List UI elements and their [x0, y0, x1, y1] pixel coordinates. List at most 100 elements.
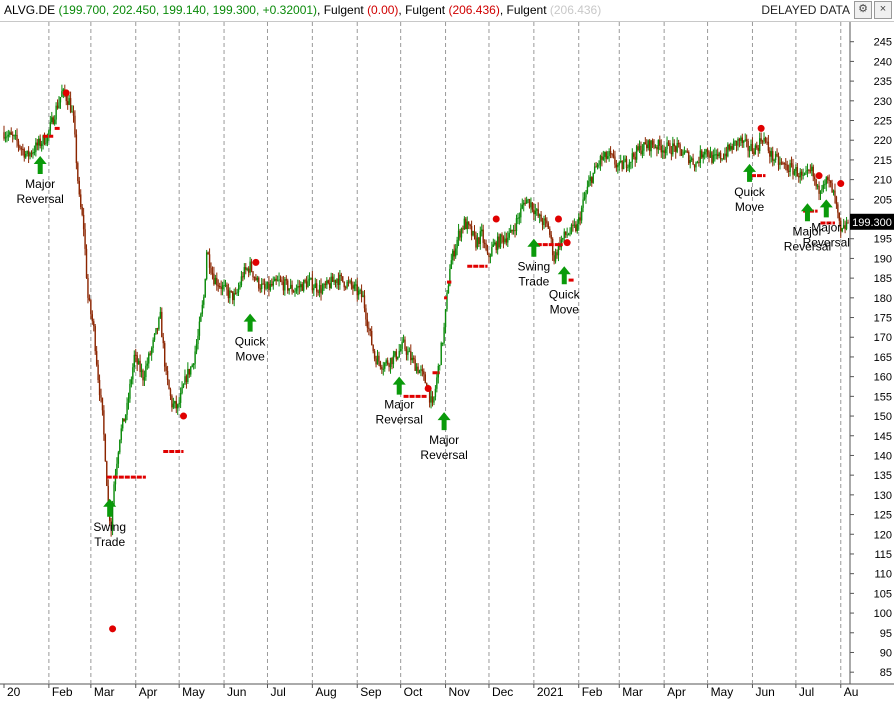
- candle-body: [750, 143, 752, 151]
- candle-body: [745, 139, 748, 141]
- candle-body: [556, 252, 558, 256]
- candle-body: [572, 224, 574, 226]
- month-label: Apr: [667, 685, 686, 699]
- candle-body: [757, 147, 759, 151]
- candle-body: [799, 171, 801, 178]
- candle-body: [631, 153, 633, 162]
- month-label: Jun: [227, 685, 246, 699]
- candle-body: [242, 276, 244, 278]
- candle-body: [509, 229, 512, 233]
- candle-body: [185, 376, 188, 382]
- candle-body: [624, 158, 626, 162]
- candle-body: [74, 115, 76, 135]
- candle-body: [38, 138, 40, 146]
- candle-body: [247, 268, 250, 273]
- candle-body: [399, 348, 402, 351]
- candle-body: [648, 140, 651, 152]
- candle-body: [357, 290, 360, 296]
- candle-body: [126, 402, 128, 415]
- candle-body: [45, 142, 47, 145]
- month-label: Sep: [360, 685, 382, 699]
- candle-body: [740, 137, 742, 141]
- candle-body: [55, 105, 57, 120]
- candle-body: [130, 379, 133, 384]
- candle-body: [177, 404, 179, 409]
- signal-label: Reversal: [803, 235, 850, 249]
- candle-body: [622, 161, 625, 170]
- candle-body: [670, 152, 673, 155]
- candle-body: [104, 434, 107, 462]
- candle-body: [61, 91, 63, 98]
- candle-body: [666, 142, 668, 150]
- candle-body: [638, 145, 641, 151]
- candle-body: [675, 146, 677, 152]
- candle-body: [66, 101, 69, 105]
- month-label: Nov: [449, 685, 470, 699]
- settings-icon[interactable]: ⚙: [854, 1, 872, 19]
- candle-body: [132, 367, 134, 380]
- candle-body: [816, 185, 819, 187]
- candle-body: [81, 206, 83, 215]
- close-icon[interactable]: ×: [874, 1, 892, 19]
- candle-body: [195, 343, 198, 352]
- candle-body: [730, 146, 732, 150]
- candle-body: [372, 344, 374, 352]
- candle-body: [32, 152, 34, 155]
- candle-body: [646, 144, 648, 149]
- candle-body: [53, 119, 56, 125]
- price-tick-label: 115: [874, 549, 892, 561]
- candle-body: [342, 276, 344, 282]
- candle-body: [410, 351, 412, 361]
- price-tick-label: 235: [874, 76, 892, 88]
- candle-body: [22, 148, 24, 150]
- candle-body: [540, 214, 542, 222]
- candle-body: [236, 292, 238, 294]
- candle-body: [103, 410, 105, 435]
- candle-body: [599, 155, 602, 165]
- candle-body: [660, 145, 662, 153]
- candle-body: [65, 95, 67, 102]
- candle-body: [52, 117, 54, 125]
- price-tick-label: 230: [874, 96, 892, 108]
- candle-body: [812, 166, 814, 177]
- candle-body: [401, 341, 403, 349]
- candle-body: [204, 278, 206, 298]
- month-label: Aug: [315, 685, 336, 699]
- candle-body: [569, 232, 571, 235]
- candle-body: [715, 154, 717, 156]
- candle-body: [724, 153, 726, 159]
- candle-body: [123, 418, 125, 422]
- candle-body: [153, 333, 156, 340]
- candle-body: [163, 343, 166, 367]
- candle-body: [756, 145, 758, 148]
- candle-body: [772, 151, 774, 161]
- up-arrow-icon: [243, 313, 257, 332]
- candle-body: [635, 146, 638, 160]
- candle-body: [499, 234, 502, 248]
- candle-body: [463, 218, 466, 230]
- candle-body: [320, 284, 322, 294]
- candle-body: [150, 347, 153, 355]
- candle-body: [265, 288, 267, 290]
- candle-body: [240, 276, 243, 286]
- candle-body: [200, 313, 202, 322]
- candle-body: [650, 140, 652, 152]
- candle-body: [453, 250, 455, 257]
- candle-body: [271, 283, 273, 286]
- candle-body: [100, 395, 102, 398]
- candle-body: [706, 149, 709, 155]
- month-label: Jun: [755, 685, 774, 699]
- candle-body: [492, 244, 495, 248]
- price-tick-label: 190: [874, 253, 892, 265]
- candle-body: [145, 365, 147, 378]
- candle-body: [84, 229, 86, 249]
- candle-body: [346, 281, 348, 288]
- candle-body: [789, 163, 791, 172]
- candle-body: [48, 130, 50, 135]
- price-tick-label: 85: [880, 667, 892, 679]
- candle-body: [573, 224, 576, 226]
- candle-body: [633, 153, 635, 157]
- candle-body: [110, 521, 112, 530]
